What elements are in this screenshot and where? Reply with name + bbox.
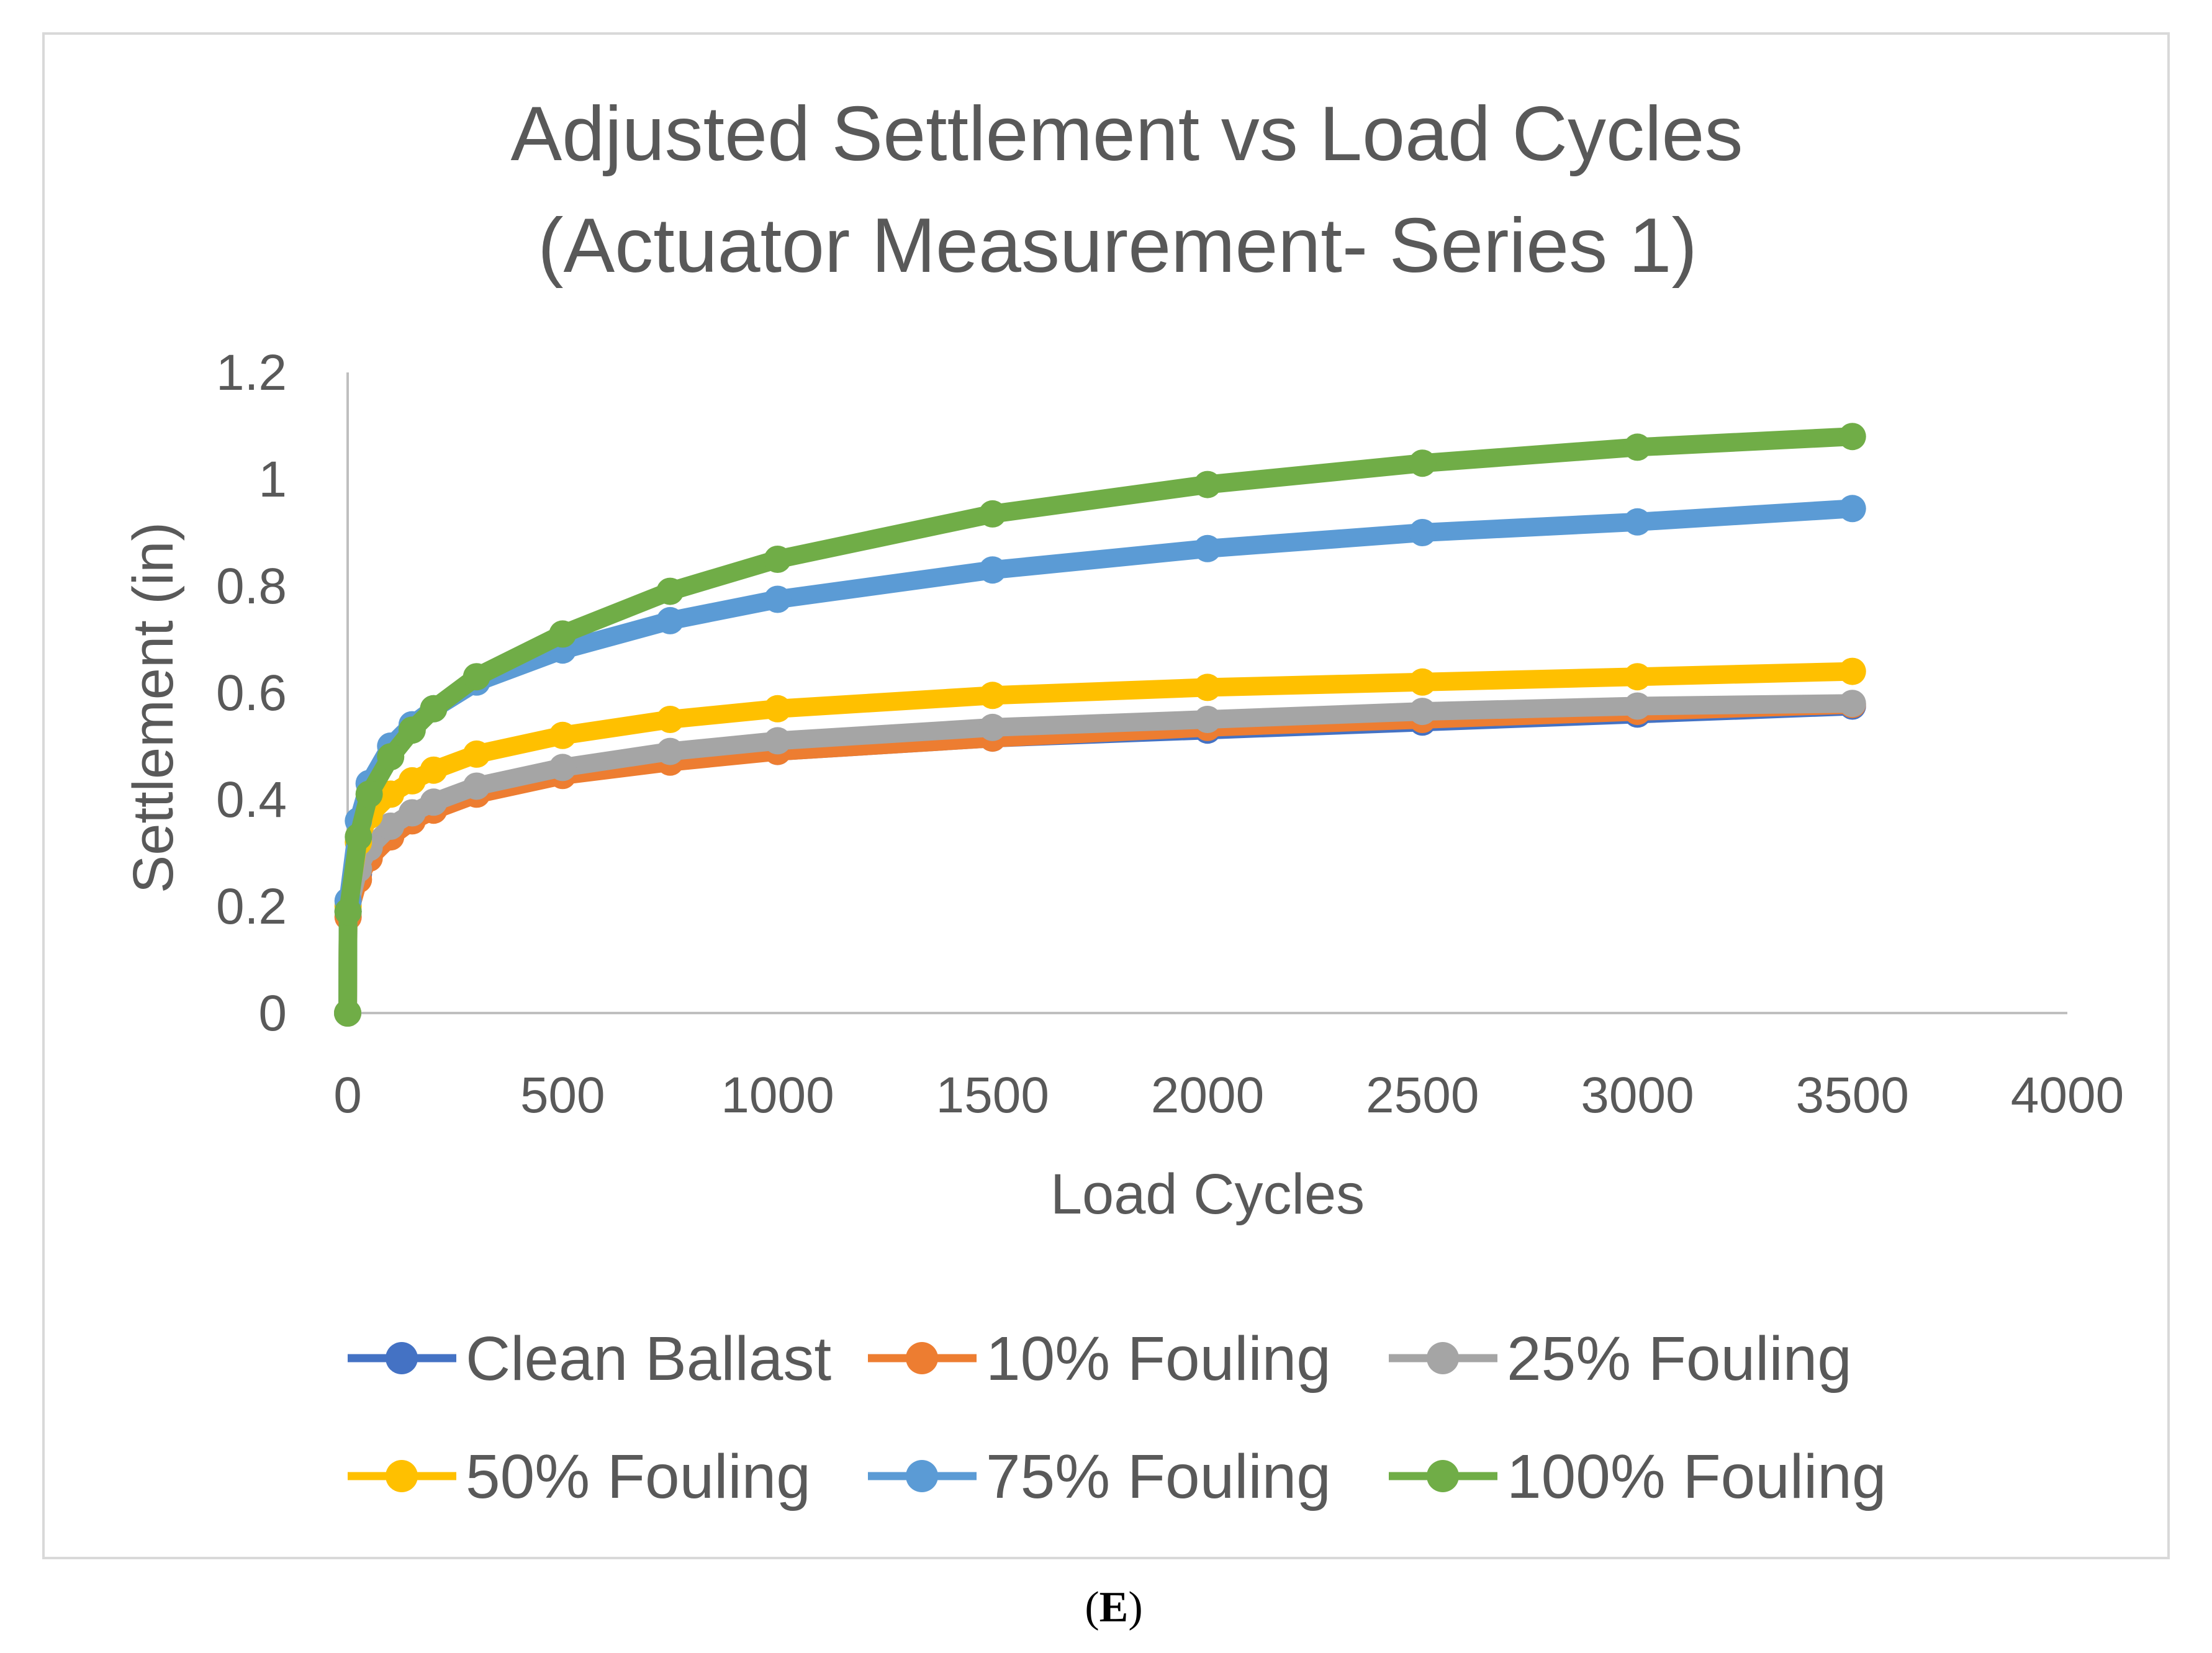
data-point bbox=[1838, 657, 1866, 685]
data-point bbox=[420, 695, 448, 723]
data-point bbox=[334, 999, 361, 1027]
x-tick-label: 2000 bbox=[1151, 1067, 1264, 1124]
series-line bbox=[338, 696, 1862, 1022]
x-tick-label: 1000 bbox=[721, 1067, 834, 1124]
data-point bbox=[764, 546, 792, 573]
data-point bbox=[1194, 673, 1221, 701]
data-point bbox=[463, 772, 490, 800]
series-line bbox=[338, 694, 1862, 1022]
data-point bbox=[764, 695, 792, 723]
data-point bbox=[764, 585, 792, 613]
caption-letter: E bbox=[1099, 1583, 1129, 1631]
data-point bbox=[1623, 692, 1651, 720]
data-point bbox=[1838, 690, 1866, 718]
data-point bbox=[1194, 706, 1221, 733]
y-tick-label: 0.4 bbox=[216, 772, 287, 828]
legend-label: 50% Fouling bbox=[466, 1442, 811, 1511]
chart-title-line-1: Adjusted Settlement vs Load Cycles bbox=[510, 91, 1743, 177]
legend-item[interactable]: 50% Fouling bbox=[348, 1442, 811, 1511]
y-tick-label: 0.8 bbox=[216, 558, 287, 615]
data-point bbox=[463, 740, 490, 768]
data-point bbox=[398, 799, 426, 827]
legend[interactable]: Clean Ballast 10% Fouling 25% Fouling 50% F… bbox=[348, 1324, 1887, 1511]
data-point bbox=[420, 756, 448, 784]
legend-label: 75% Fouling bbox=[986, 1442, 1331, 1511]
caption-close-paren: ) bbox=[1128, 1583, 1142, 1631]
x-tick-label: 3000 bbox=[1581, 1067, 1694, 1124]
legend-swatch-marker bbox=[1427, 1460, 1459, 1492]
data-point bbox=[398, 767, 426, 795]
legend-label: 100% Fouling bbox=[1507, 1442, 1887, 1511]
data-point bbox=[1623, 433, 1651, 461]
data-point bbox=[764, 727, 792, 755]
legend-label: 25% Fouling bbox=[1507, 1324, 1852, 1394]
data-point bbox=[1623, 663, 1651, 691]
data-point bbox=[1409, 668, 1437, 696]
data-point bbox=[978, 713, 1006, 741]
data-point bbox=[1838, 495, 1866, 523]
data-point bbox=[420, 788, 448, 816]
y-axis-title: Settlement (in) bbox=[122, 522, 185, 893]
data-point bbox=[1623, 508, 1651, 536]
data-point bbox=[1838, 423, 1866, 451]
data-point bbox=[978, 682, 1006, 709]
data-point bbox=[549, 754, 577, 781]
x-tick-label: 2500 bbox=[1366, 1067, 1479, 1124]
data-point bbox=[549, 620, 577, 648]
legend-swatch-marker bbox=[906, 1342, 938, 1374]
legend-item[interactable]: 100% Fouling bbox=[1389, 1442, 1887, 1511]
y-tick-label: 0.6 bbox=[216, 665, 287, 721]
data-point bbox=[656, 577, 684, 605]
data-point bbox=[978, 556, 1006, 584]
data-point bbox=[1409, 449, 1437, 477]
data-point bbox=[1409, 519, 1437, 546]
series-100-fouling bbox=[334, 423, 1866, 1027]
caption-open-paren: ( bbox=[1085, 1583, 1099, 1631]
legend-item[interactable]: 25% Fouling bbox=[1389, 1324, 1852, 1394]
data-point bbox=[978, 500, 1006, 528]
x-tick-label: 3500 bbox=[1796, 1067, 1909, 1124]
x-tick-label: 0 bbox=[333, 1067, 362, 1124]
data-point bbox=[377, 813, 405, 840]
x-axis-ticks: 0 500 1000 1500 2000 2500 3000 3500 4000 bbox=[333, 1067, 2124, 1124]
data-point bbox=[355, 780, 383, 808]
legend-label: Clean Ballast bbox=[466, 1324, 831, 1394]
x-tick-label: 4000 bbox=[2011, 1067, 2124, 1124]
y-tick-label: 0.2 bbox=[216, 878, 287, 935]
series-line bbox=[338, 695, 1862, 1022]
data-point bbox=[1194, 471, 1221, 498]
legend-item[interactable]: 10% Fouling bbox=[868, 1324, 1331, 1394]
data-point bbox=[377, 743, 405, 771]
data-point bbox=[334, 898, 362, 926]
y-axis-ticks: 0 0.2 0.4 0.6 0.8 1 1.2 bbox=[216, 345, 287, 1042]
data-point bbox=[656, 737, 684, 765]
y-tick-label: 1 bbox=[258, 451, 287, 508]
data-point bbox=[656, 706, 684, 733]
legend-item[interactable]: Clean Ballast bbox=[348, 1324, 831, 1394]
legend-label: 10% Fouling bbox=[986, 1324, 1331, 1394]
legend-swatch-marker bbox=[1427, 1342, 1459, 1374]
legend-swatch-marker bbox=[386, 1342, 418, 1374]
y-tick-label: 1.2 bbox=[216, 345, 287, 401]
data-point bbox=[1194, 534, 1221, 562]
x-axis-title: Load Cycles bbox=[1050, 1163, 1365, 1226]
data-point bbox=[463, 663, 490, 691]
y-tick-label: 0 bbox=[258, 985, 287, 1042]
data-point bbox=[345, 823, 372, 851]
legend-swatch-marker bbox=[906, 1460, 938, 1492]
legend-item[interactable]: 75% Fouling bbox=[868, 1442, 1331, 1511]
chart-title-line-2: (Actuator Measurement- Series 1) bbox=[538, 203, 1697, 289]
legend-swatch-marker bbox=[386, 1460, 418, 1492]
x-tick-label: 500 bbox=[520, 1067, 605, 1124]
series-line bbox=[338, 427, 1862, 1022]
data-point bbox=[398, 716, 426, 744]
figure-caption: (E) bbox=[1085, 1583, 1142, 1631]
data-point bbox=[1409, 698, 1437, 726]
data-point bbox=[656, 606, 684, 634]
x-tick-label: 1500 bbox=[936, 1067, 1049, 1124]
data-point bbox=[549, 721, 577, 749]
series-layer bbox=[334, 423, 1866, 1027]
